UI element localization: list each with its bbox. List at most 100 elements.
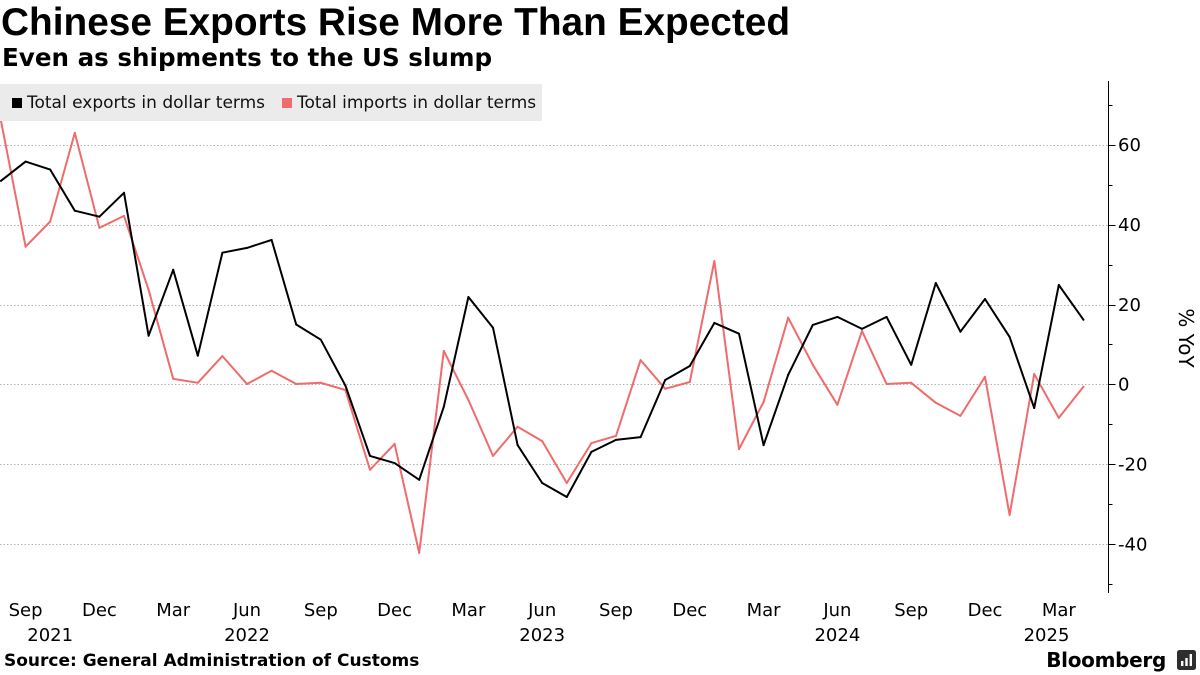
total-exports-point xyxy=(762,444,765,447)
total-exports-point xyxy=(615,438,617,441)
x-tick-label-year: 2021 xyxy=(27,625,73,646)
y-tick-label: 0 xyxy=(1118,375,1129,396)
total-exports-point xyxy=(172,268,175,271)
total-imports-point xyxy=(1033,373,1036,375)
chart-title: Chinese Exports Rise More Than Expected xyxy=(1,1,791,44)
total-exports-point xyxy=(688,365,691,367)
x-tick-label-month: Sep xyxy=(9,600,43,621)
total-exports-point xyxy=(541,482,544,484)
total-imports-point xyxy=(836,403,839,406)
total-exports-point xyxy=(0,179,2,182)
total-imports-point xyxy=(418,551,421,554)
x-tick-label-month: Jun xyxy=(232,600,261,621)
y-tick-label: -20 xyxy=(1118,455,1147,476)
total-imports-point xyxy=(73,131,76,134)
total-imports-point xyxy=(615,434,617,437)
total-exports-point xyxy=(24,160,27,163)
total-imports-point xyxy=(1057,416,1060,419)
total-imports-point xyxy=(885,383,888,385)
x-tick-label-month: Mar xyxy=(451,600,486,621)
total-imports-point xyxy=(49,220,52,223)
total-imports-point xyxy=(811,363,814,366)
total-exports-point xyxy=(1008,335,1011,338)
source-note: Source: General Administration of Custom… xyxy=(4,651,420,671)
total-exports-point xyxy=(98,215,101,218)
x-tick-label-month: Dec xyxy=(377,600,412,621)
total-imports-point xyxy=(492,454,494,457)
total-imports-point xyxy=(565,482,568,484)
total-imports-point xyxy=(442,349,445,352)
total-exports-point xyxy=(984,298,986,300)
total-imports-point xyxy=(172,377,175,380)
x-axis-labels: Sep Dec Mar Jun Sep Dec Mar Jun Sep Dec Mar Jun Sep D… xyxy=(9,600,1077,646)
legend-item-exports: Total exports in dollar terms xyxy=(12,93,265,113)
total-exports-point xyxy=(393,462,396,465)
total-exports-point xyxy=(590,450,593,453)
total-imports-point xyxy=(393,442,396,445)
x-tick-label-month: Mar xyxy=(1042,600,1077,621)
total-imports-point xyxy=(861,329,863,332)
total-exports-point xyxy=(1033,407,1036,409)
total-exports-point xyxy=(49,168,52,171)
chart-legend: Total exports in dollar terms Total impo… xyxy=(0,84,543,121)
total-imports-point xyxy=(516,425,519,428)
total-imports-point xyxy=(295,383,298,385)
y-tick-label: 20 xyxy=(1118,295,1141,316)
total-imports-point xyxy=(196,381,199,384)
total-exports-point xyxy=(713,321,716,324)
total-exports-point xyxy=(319,338,322,341)
total-imports-point xyxy=(467,399,470,401)
legend-label-imports: Total imports in dollar terms xyxy=(297,92,537,113)
total-imports-point xyxy=(984,375,986,378)
total-exports-point xyxy=(885,315,888,318)
total-imports-point xyxy=(369,468,371,471)
total-exports-point xyxy=(492,326,494,329)
total-imports-point xyxy=(639,359,642,362)
total-exports-point xyxy=(934,282,937,284)
total-imports-point xyxy=(787,316,790,319)
total-exports-point xyxy=(639,436,642,439)
total-imports-series xyxy=(0,119,1085,554)
total-exports-point xyxy=(959,330,962,333)
total-exports-series xyxy=(0,160,1085,498)
total-imports-point xyxy=(713,260,716,262)
total-imports-point xyxy=(270,369,273,372)
y-axis-label: % YoY xyxy=(1174,308,1198,368)
bloomberg-wordmark: Bloomberg xyxy=(1046,648,1166,672)
x-tick-label-month: Mar xyxy=(156,600,191,621)
x-tick-label-month: Jun xyxy=(527,600,556,621)
total-exports-point xyxy=(1057,284,1060,286)
x-tick-label-month: Jun xyxy=(822,600,851,621)
total-imports-point xyxy=(98,226,101,229)
x-tick-label-year: 2023 xyxy=(519,625,565,646)
chart-subtitle: Even as shipments to the US slump xyxy=(2,43,493,72)
total-imports-point xyxy=(664,387,667,390)
bloomberg-logo-icon xyxy=(1177,650,1196,670)
x-tick-label-month: Dec xyxy=(968,600,1003,621)
total-exports-point xyxy=(516,444,519,447)
total-imports-point xyxy=(688,381,691,383)
total-exports-point xyxy=(861,327,863,330)
total-exports-point xyxy=(295,323,298,326)
total-imports-point xyxy=(762,401,765,403)
total-exports-point xyxy=(418,478,421,481)
total-exports-point xyxy=(196,354,199,357)
total-imports-point xyxy=(147,288,150,291)
x-tick-label-month: Sep xyxy=(304,600,338,621)
total-exports-point xyxy=(246,246,248,249)
y-tick-label: 40 xyxy=(1118,215,1141,236)
gridlines xyxy=(0,145,1109,545)
total-exports-point xyxy=(147,334,150,337)
imports-swatch xyxy=(282,97,293,108)
x-tick-label-month: Dec xyxy=(672,600,707,621)
total-imports-point xyxy=(590,442,593,445)
x-tick-label-month: Sep xyxy=(599,600,633,621)
total-imports-point xyxy=(1082,385,1085,388)
total-exports-point xyxy=(811,323,814,326)
total-exports-point xyxy=(442,405,445,408)
x-tick-label-month: Sep xyxy=(894,600,928,621)
total-imports-point xyxy=(738,448,740,451)
bloomberg-logo: Bloomberg xyxy=(1046,648,1196,672)
x-tick-label-year: 2024 xyxy=(814,625,860,646)
